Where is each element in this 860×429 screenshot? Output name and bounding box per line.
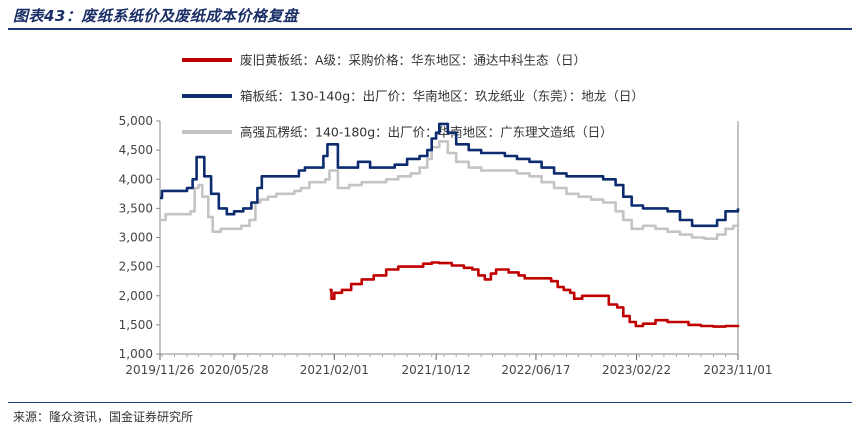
y-tick-label: 4,000	[119, 172, 153, 186]
chart-axes: 1,000 1,500 2,000 2,500 3,000 3,500 4,000 4,500…	[119, 114, 773, 377]
line-chart: 废旧黄板纸：A级：采购价格：华东地区：通达中科生态（日） 箱板纸：130-140g…	[119, 53, 773, 378]
x-tick-label: 2022/06/17	[501, 363, 570, 377]
legend-label-1: 废旧黄板纸：A级：采购价格：华东地区：通达中科生态（日）	[240, 53, 586, 68]
footer-divider	[8, 402, 852, 403]
y-tick-label: 2,500	[119, 260, 153, 274]
x-tick-label: 2021/10/12	[402, 363, 471, 377]
title-divider	[8, 28, 852, 30]
chart-title: 图表43：废纸系纸价及废纸成本价格复盘	[13, 7, 299, 25]
y-tick-label: 3,000	[119, 231, 153, 245]
y-tick-label: 3,500	[119, 201, 153, 215]
chart-lines	[160, 122, 740, 328]
x-tick-label: 2023/11/01	[703, 363, 772, 377]
x-tick-label: 2023/02/22	[602, 363, 671, 377]
y-tick-label: 4,500	[119, 143, 153, 157]
legend-label-3: 高强瓦楞纸：140-180g：出厂价：华南地区：广东理文造纸（日）	[240, 125, 613, 140]
series-line-2	[160, 122, 740, 228]
chart-legend: 废旧黄板纸：A级：采购价格：华东地区：通达中科生态（日） 箱板纸：130-140g…	[182, 53, 644, 140]
x-tick-label: 2020/05/28	[199, 363, 268, 377]
y-tick-label: 2,000	[119, 289, 153, 303]
source-note: 来源：隆众资讯，国金证券研究所	[13, 410, 194, 424]
series-line-3	[160, 140, 740, 240]
x-tick-label: 2021/02/01	[300, 363, 369, 377]
y-tick-label: 5,000	[119, 114, 153, 128]
legend-label-2: 箱板纸：130-140g：出厂价：华南地区：玖龙纸业（东莞）：地龙（日）	[240, 89, 644, 104]
y-tick-label: 1,500	[119, 318, 153, 332]
x-tick-label: 2019/11/26	[125, 363, 194, 377]
y-tick-label: 1,000	[119, 347, 153, 361]
series-line-1	[329, 261, 740, 328]
